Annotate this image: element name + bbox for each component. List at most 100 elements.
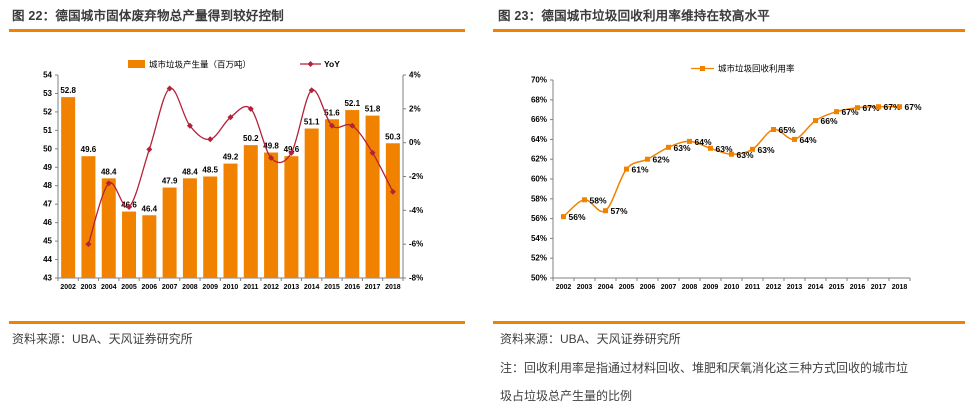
rate-marker-2003 bbox=[582, 197, 587, 203]
svg-text:67%: 67% bbox=[884, 102, 901, 112]
waste-production-bars: 52.849.648.446.646.447.948.448.549.250.2… bbox=[60, 86, 401, 279]
svg-text:2008: 2008 bbox=[182, 284, 198, 291]
svg-text:2013: 2013 bbox=[787, 284, 803, 291]
figure-23-source: 资料来源：UBA、天风证券研究所 bbox=[500, 332, 681, 346]
bar-2009 bbox=[203, 176, 218, 278]
svg-text:51.6: 51.6 bbox=[324, 108, 340, 117]
svg-text:2007: 2007 bbox=[162, 284, 178, 291]
bar-2011 bbox=[243, 145, 258, 278]
svg-text:47.9: 47.9 bbox=[162, 177, 178, 186]
waste-production-chart: 54 53 52 51 50 49 48 47 46 45 44 43 4% 2% 0% -2% -4% -6% -… bbox=[43, 59, 423, 291]
figure-23-panel: 图 23：德国城市垃圾回收利用率维持在较高水平 70% 68% 66% 64% 62% 6… bbox=[486, 0, 971, 409]
svg-text:58%: 58% bbox=[531, 194, 547, 203]
svg-text:58%: 58% bbox=[590, 195, 607, 205]
rate-marker-2013 bbox=[792, 136, 797, 142]
svg-text:-2%: -2% bbox=[409, 172, 423, 181]
figure-22-panel: 图 22：德国城市固体废弃物总产量得到较好控制 54 53 52 51 50 49 48 47… bbox=[0, 0, 466, 409]
svg-text:64%: 64% bbox=[531, 135, 547, 144]
svg-text:4%: 4% bbox=[409, 71, 421, 80]
svg-text:50.2: 50.2 bbox=[243, 134, 259, 143]
chart1-legend: 城市垃圾产生量（百万吨） YoY bbox=[128, 59, 340, 70]
svg-text:2009: 2009 bbox=[703, 284, 719, 291]
bar-2007 bbox=[162, 187, 177, 278]
yoy-marker bbox=[207, 136, 214, 143]
svg-text:57%: 57% bbox=[611, 206, 628, 216]
svg-text:61%: 61% bbox=[632, 165, 649, 175]
svg-text:68%: 68% bbox=[531, 95, 547, 104]
svg-text:48.5: 48.5 bbox=[202, 166, 218, 175]
yoy-marker bbox=[369, 149, 376, 156]
yoy-legend-marker bbox=[307, 61, 314, 67]
rate-marker-2009 bbox=[708, 145, 713, 151]
svg-text:47: 47 bbox=[43, 200, 52, 209]
yoy-marker bbox=[126, 203, 133, 210]
svg-text:-6%: -6% bbox=[409, 240, 423, 249]
svg-text:44: 44 bbox=[43, 255, 52, 264]
rate-marker-2016 bbox=[855, 105, 860, 111]
figure-22-source: 资料来源：UBA、天风证券研究所 bbox=[12, 332, 193, 346]
svg-text:63%: 63% bbox=[674, 143, 691, 153]
yoy-marker bbox=[186, 122, 193, 129]
svg-text:54: 54 bbox=[43, 71, 52, 80]
svg-text:67%: 67% bbox=[905, 102, 922, 112]
svg-text:2014: 2014 bbox=[304, 284, 320, 291]
svg-text:城市垃圾产生量（百万吨）: 城市垃圾产生量（百万吨） bbox=[149, 60, 251, 70]
svg-text:2008: 2008 bbox=[682, 284, 698, 291]
svg-text:63%: 63% bbox=[737, 150, 754, 160]
svg-text:2018: 2018 bbox=[892, 284, 908, 291]
svg-text:56%: 56% bbox=[569, 212, 586, 222]
svg-text:2004: 2004 bbox=[101, 284, 117, 291]
rate-marker-2007 bbox=[666, 144, 671, 150]
svg-text:62%: 62% bbox=[653, 155, 670, 165]
svg-text:2012: 2012 bbox=[263, 284, 279, 291]
svg-text:2002: 2002 bbox=[556, 284, 572, 291]
svg-text:2007: 2007 bbox=[661, 284, 677, 291]
svg-text:2013: 2013 bbox=[284, 284, 300, 291]
svg-text:2006: 2006 bbox=[142, 284, 158, 291]
rate-marker-2015 bbox=[834, 109, 839, 115]
svg-text:2010: 2010 bbox=[223, 284, 239, 291]
bar-2003 bbox=[81, 156, 96, 278]
figure-22-title: 图 22：德国城市固体废弃物总产量得到较好控制 bbox=[12, 9, 284, 23]
yoy-marker bbox=[328, 122, 335, 129]
yoy-marker bbox=[349, 122, 356, 129]
svg-text:2011: 2011 bbox=[243, 284, 258, 291]
rate-marker-2012 bbox=[771, 127, 776, 132]
svg-text:51.8: 51.8 bbox=[365, 105, 381, 114]
rate-marker-2017 bbox=[876, 104, 881, 110]
svg-text:49.8: 49.8 bbox=[263, 142, 279, 151]
svg-text:49.6: 49.6 bbox=[284, 145, 300, 154]
svg-text:2006: 2006 bbox=[640, 284, 656, 291]
svg-text:70%: 70% bbox=[531, 76, 547, 85]
yoy-line bbox=[85, 85, 396, 248]
bar-2018 bbox=[385, 143, 400, 278]
bar-2005 bbox=[122, 211, 137, 278]
svg-text:2017: 2017 bbox=[871, 284, 887, 291]
bar-2010 bbox=[223, 163, 238, 278]
bar-legend-swatch bbox=[128, 60, 145, 68]
bar-2015 bbox=[324, 119, 339, 278]
svg-text:2004: 2004 bbox=[598, 284, 614, 291]
svg-text:2015: 2015 bbox=[324, 284, 340, 291]
svg-text:0%: 0% bbox=[409, 138, 421, 147]
svg-text:62%: 62% bbox=[531, 155, 547, 164]
svg-text:60%: 60% bbox=[531, 175, 547, 184]
figure-23-note-line-2: 圾占垃圾总产生量的比例 bbox=[500, 389, 633, 403]
svg-text:56%: 56% bbox=[531, 214, 547, 223]
figure-22-source-rule bbox=[9, 321, 465, 324]
svg-text:2010: 2010 bbox=[724, 284, 740, 291]
svg-text:2005: 2005 bbox=[619, 284, 635, 291]
svg-text:46.4: 46.4 bbox=[142, 204, 158, 213]
svg-text:63%: 63% bbox=[716, 144, 733, 154]
svg-text:54%: 54% bbox=[531, 234, 547, 243]
yoy-marker bbox=[227, 114, 234, 121]
svg-text:63%: 63% bbox=[758, 145, 775, 155]
rate-marker-2018 bbox=[897, 104, 902, 110]
svg-text:46: 46 bbox=[43, 218, 52, 227]
svg-text:66%: 66% bbox=[821, 116, 838, 126]
svg-text:2016: 2016 bbox=[344, 284, 360, 291]
svg-text:48.4: 48.4 bbox=[101, 167, 117, 176]
svg-text:2003: 2003 bbox=[577, 284, 593, 291]
rate-marker-2011 bbox=[750, 146, 755, 152]
